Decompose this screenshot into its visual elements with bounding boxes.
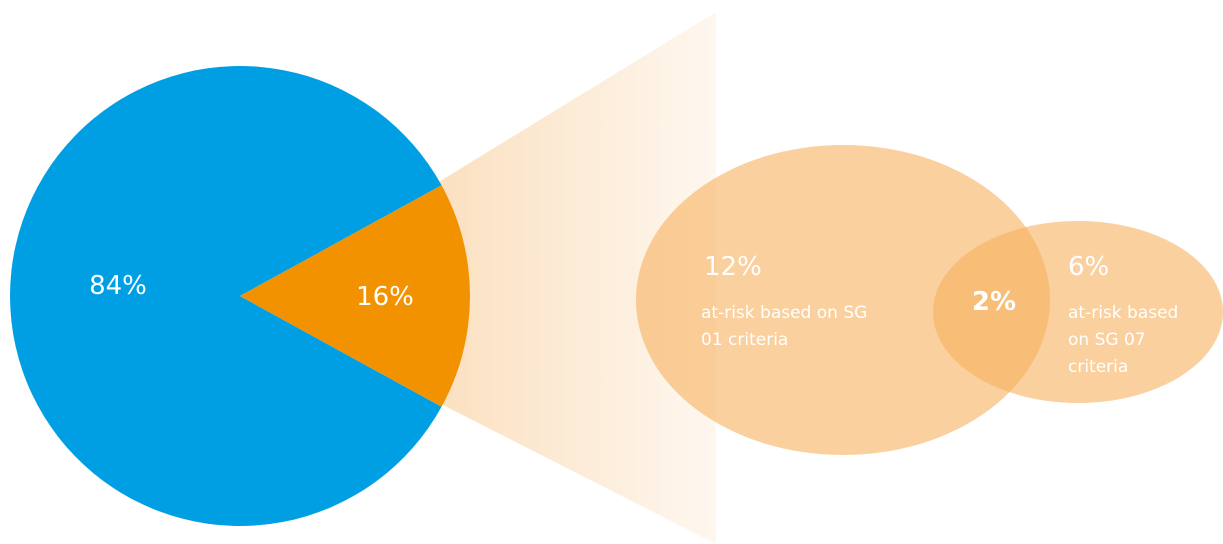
- venn-set-sg01-description-line1: at-risk based on SG: [701, 303, 867, 323]
- venn-set-sg07: [933, 221, 1223, 403]
- zoom-funnel: [437, 12, 716, 544]
- venn-set-sg01: [636, 145, 1050, 455]
- venn-set-sg01-description-line2: 01 criteria: [701, 330, 788, 350]
- pie-slice-84: [10, 66, 442, 527]
- venn-set-sg07-description-line3: criteria: [1068, 357, 1128, 377]
- pie-chart: [10, 66, 470, 527]
- venn-set-sg07-description-line1: at-risk based: [1068, 303, 1178, 323]
- venn-overlap-percent: 2%: [972, 287, 1016, 317]
- pie-label-84: 84%: [89, 271, 147, 301]
- venn-set-sg07-percent: 6%: [1068, 252, 1109, 282]
- venn-set-sg07-description-line2: on SG 07: [1068, 330, 1146, 350]
- venn-set-sg01-percent: 12%: [704, 252, 762, 282]
- pie-label-16: 16%: [356, 282, 414, 312]
- pie-slice-16: [240, 185, 470, 407]
